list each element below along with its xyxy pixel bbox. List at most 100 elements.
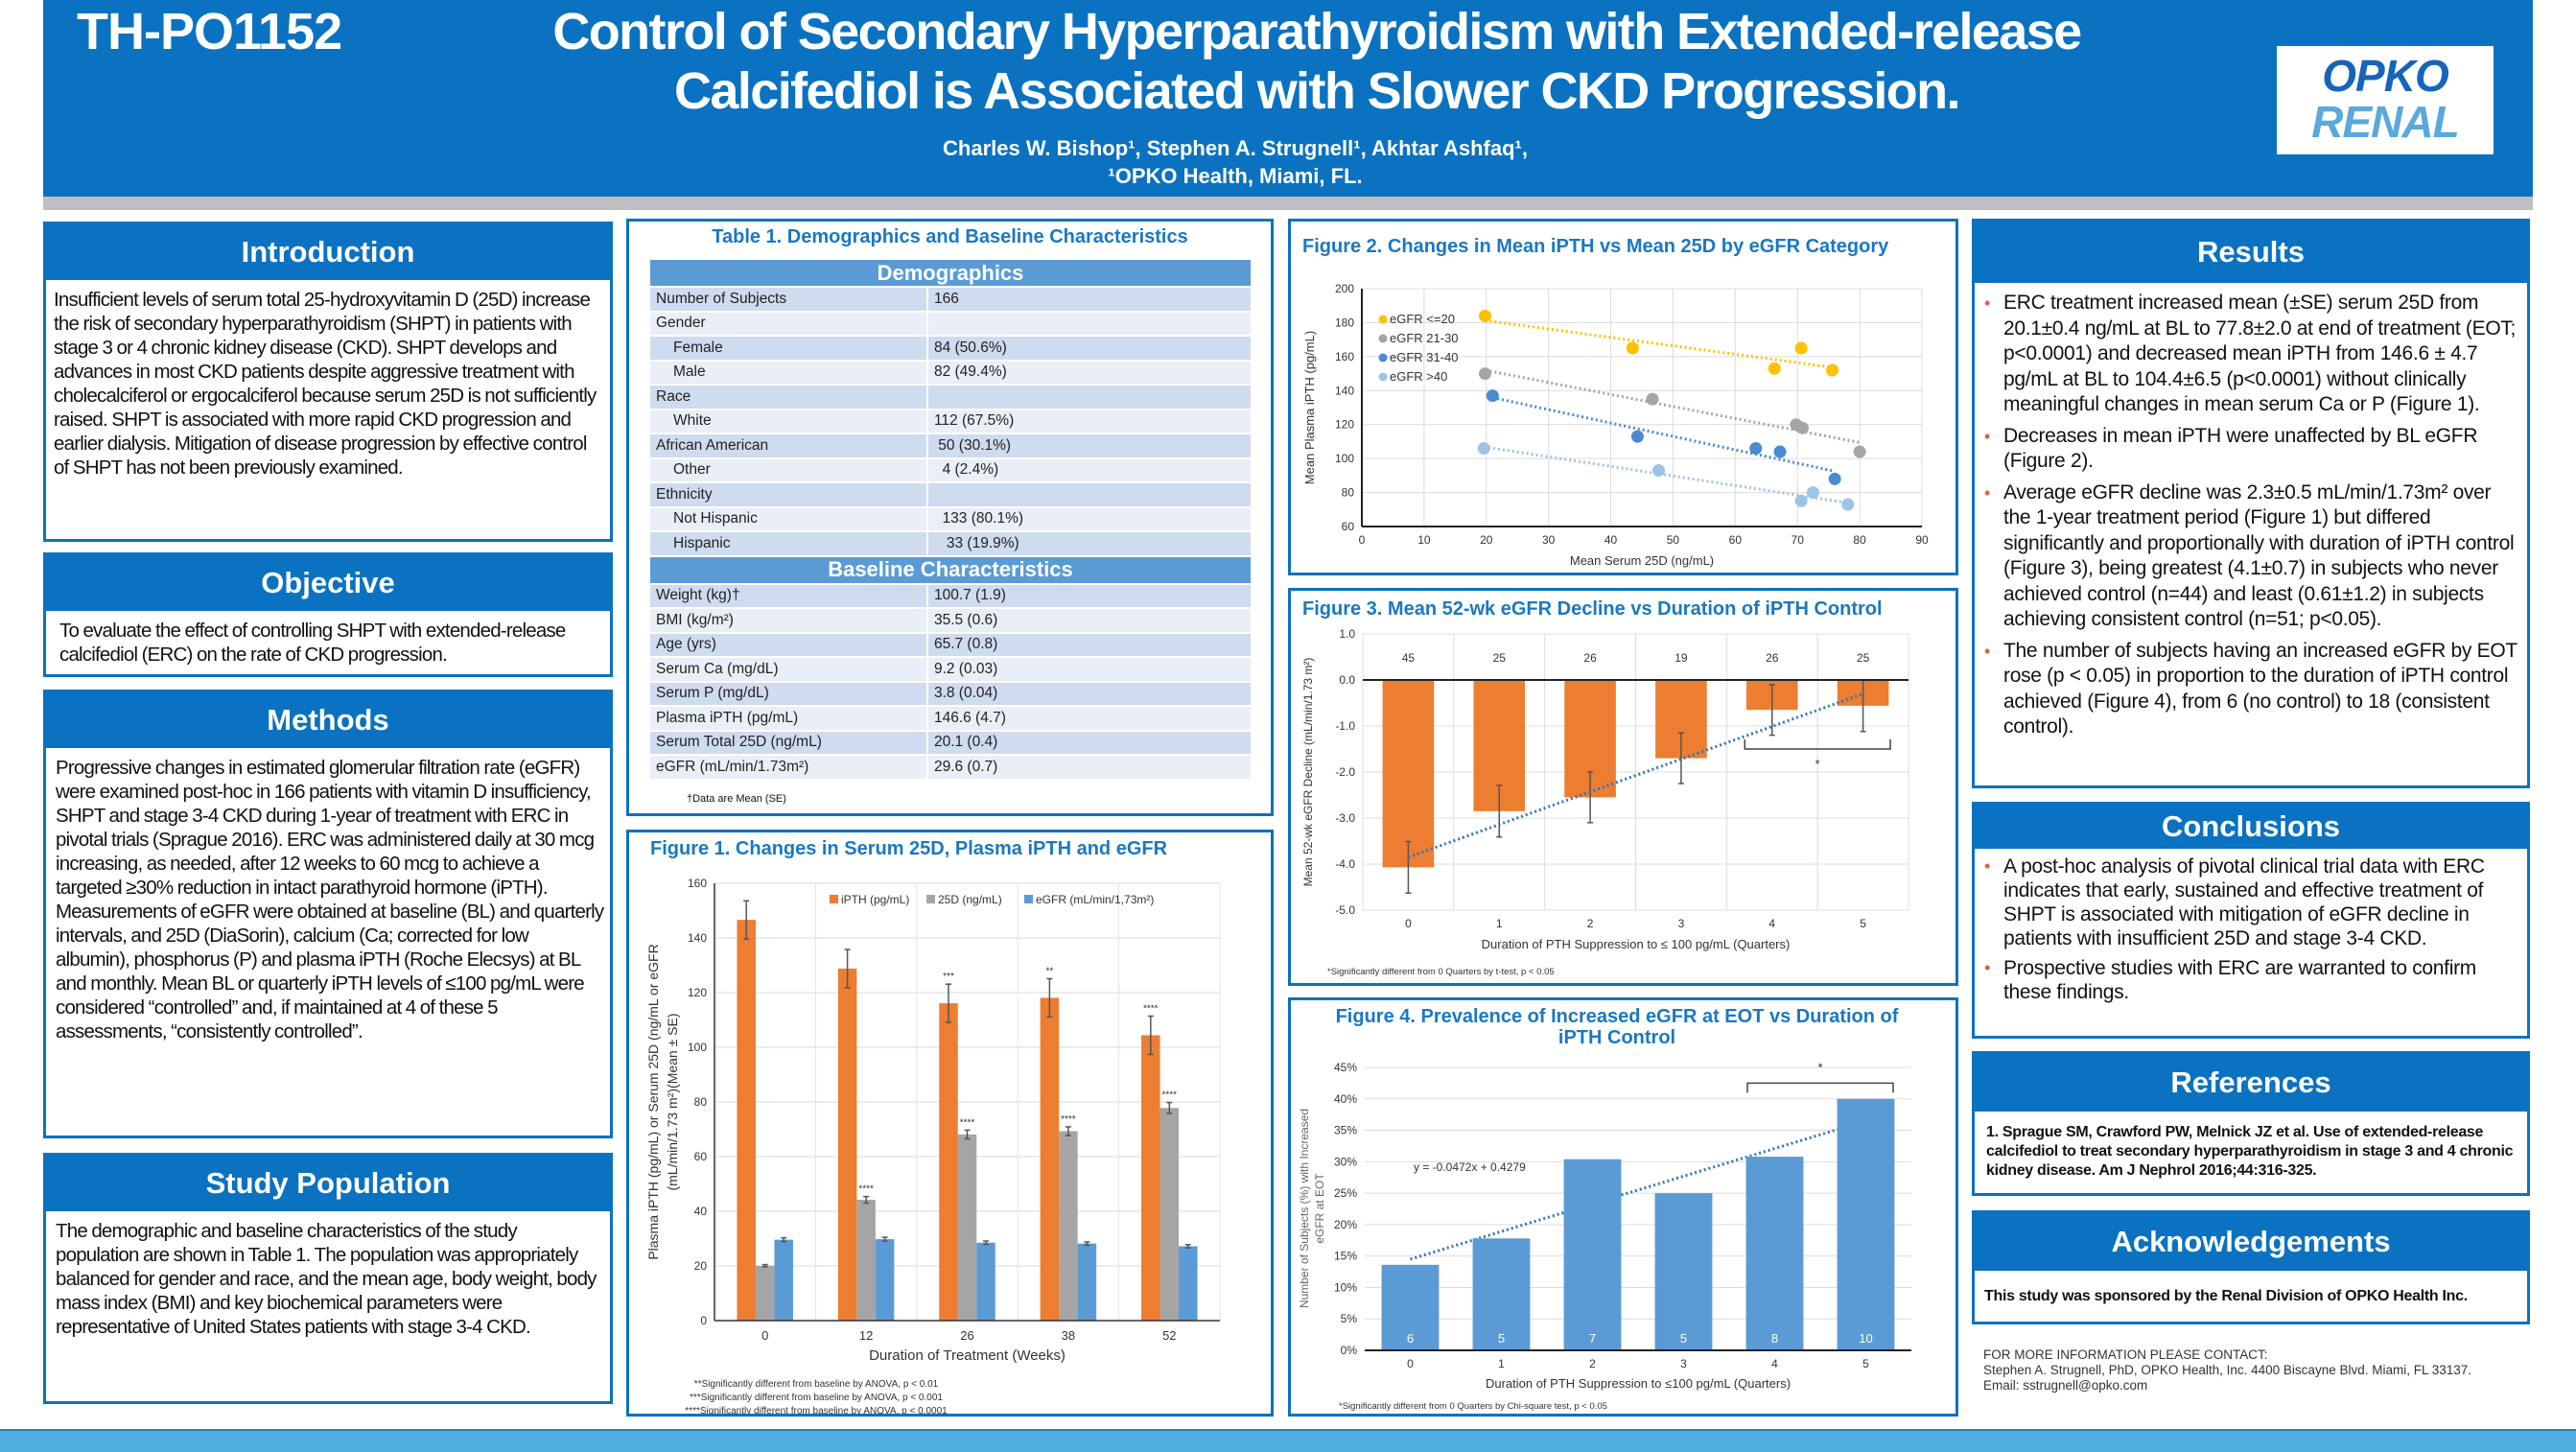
bar-eGFR bbox=[774, 1239, 793, 1321]
section-title: References bbox=[1975, 1054, 2527, 1112]
count-label: 7 bbox=[1589, 1331, 1596, 1346]
y-tick-label: 0 bbox=[700, 1314, 707, 1327]
data-point bbox=[1826, 363, 1839, 377]
conclusions-section: Conclusions A post-hoc analysis of pivot… bbox=[1972, 802, 2530, 1039]
bar bbox=[1472, 1238, 1531, 1350]
y-tick-label: -2.0 bbox=[1335, 765, 1355, 779]
x-tick-label: 5 bbox=[1860, 917, 1866, 930]
y-tick-label: 25% bbox=[1334, 1186, 1357, 1200]
bar-25D bbox=[755, 1265, 775, 1321]
opko-renal-logo: OPKO RENAL bbox=[2277, 46, 2494, 154]
bar-iPTH bbox=[737, 920, 756, 1321]
bar-iPTH bbox=[837, 968, 857, 1321]
section-title: Acknowledgements bbox=[1975, 1213, 2527, 1271]
data-point bbox=[1773, 445, 1787, 458]
footnote: ****Significantly different from baselin… bbox=[685, 1406, 948, 1414]
bar bbox=[1382, 680, 1435, 868]
row-label: African American bbox=[650, 434, 926, 457]
data-point bbox=[1626, 341, 1639, 355]
table1-panel: Table 1. Demographics and Baseline Chara… bbox=[626, 219, 1274, 816]
row-value: 20.1 (0.4) bbox=[925, 731, 1251, 754]
table-row: Age (yrs) 65.7 (0.8) bbox=[650, 633, 1251, 656]
poster-title-line2: Calcifediol is Associated with Slower CK… bbox=[674, 62, 1961, 120]
legend-swatch bbox=[1024, 895, 1033, 903]
y-axis-label: (mL/min/1.73 m²)(Mean ± SE) bbox=[665, 1013, 680, 1190]
legend-marker bbox=[1378, 353, 1388, 363]
figure3-title: Figure 3. Mean 52-wk eGFR Decline vs Dur… bbox=[1302, 598, 1883, 620]
significance-star: * bbox=[1815, 757, 1820, 771]
figure4-panel: 0% 5% 10% 15% 20% 25% 30% 35% 40% 45% 6 0 5 1 7 2 5 3 8 4 10… bbox=[1288, 997, 1958, 1417]
significance-label: **** bbox=[960, 1117, 975, 1128]
x-tick-label: 60 bbox=[1729, 533, 1743, 547]
y-tick-label: 140 bbox=[1335, 384, 1354, 397]
bar bbox=[1381, 1264, 1440, 1350]
count-label: 5 bbox=[1498, 1331, 1505, 1346]
data-point bbox=[1795, 421, 1809, 434]
x-tick-label: 20 bbox=[1480, 533, 1493, 547]
row-label: Not Hispanic bbox=[650, 507, 926, 530]
x-tick-label: 1 bbox=[1496, 917, 1503, 930]
methods-text: Progressive changes in estimated glomeru… bbox=[56, 757, 604, 1042]
x-tick-label: 3 bbox=[1680, 1357, 1687, 1370]
significance-bracket bbox=[1746, 1082, 1894, 1093]
data-point bbox=[1853, 445, 1866, 458]
significance-star: * bbox=[1817, 1060, 1822, 1074]
y-axis-label: Number of Subjects (%) with Increased bbox=[1298, 1109, 1311, 1308]
row-value: 146.6 (4.7) bbox=[925, 707, 1251, 730]
data-point bbox=[1646, 392, 1659, 406]
row-value: 4 (2.4%) bbox=[925, 458, 1251, 481]
legend-label: eGFR 31-40 bbox=[1390, 350, 1459, 364]
row-value: 9.2 (0.03) bbox=[925, 658, 1251, 681]
y-tick-label: 120 bbox=[688, 986, 707, 999]
x-tick-label: 2 bbox=[1587, 917, 1594, 930]
logo-renal: RENAL bbox=[2311, 97, 2459, 147]
y-tick-label: 0% bbox=[1341, 1344, 1358, 1357]
data-point bbox=[1652, 464, 1666, 478]
x-tick-label: 30 bbox=[1542, 533, 1556, 547]
count-label: 8 bbox=[1771, 1331, 1778, 1346]
bar-iPTH bbox=[939, 1003, 958, 1321]
x-tick-label: 90 bbox=[1915, 533, 1929, 547]
y-tick-label: 15% bbox=[1334, 1250, 1357, 1263]
table-row: Hispanic 33 (19.9%) bbox=[650, 532, 1251, 555]
section-title: Objective bbox=[46, 555, 610, 611]
y-tick-label: 1.0 bbox=[1339, 627, 1355, 641]
row-label: Hispanic bbox=[650, 532, 926, 555]
bullet-item: ERC treatment increased mean (±SE) serum… bbox=[1984, 291, 2519, 418]
authors: Charles W. Bishop¹, Stephen A. Strugnell… bbox=[943, 136, 1528, 160]
figure4-title: Figure 4. Prevalence of Increased eGFR a… bbox=[1335, 1006, 1899, 1048]
affiliation: ¹OPKO Health, Miami, FL. bbox=[1108, 164, 1363, 188]
bar bbox=[1837, 1098, 1895, 1350]
bar-25D bbox=[856, 1200, 876, 1321]
bar-25D bbox=[1159, 1108, 1180, 1321]
y-tick-label: 100 bbox=[1335, 452, 1354, 465]
figure2-title: Figure 2. Changes in Mean iPTH vs Mean 2… bbox=[1302, 236, 1889, 257]
y-axis-label: eGFR at EOT bbox=[1313, 1173, 1326, 1244]
x-tick-label: 52 bbox=[1162, 1328, 1176, 1343]
data-point bbox=[1806, 486, 1819, 500]
table-row: Weight (kg)† 100.7 (1.9) bbox=[650, 584, 1251, 607]
table-row: Serum P (mg/dL) 3.8 (0.04) bbox=[650, 682, 1251, 705]
legend-marker bbox=[1378, 334, 1388, 343]
legend-marker bbox=[1378, 372, 1388, 382]
data-point bbox=[1794, 494, 1808, 507]
row-label: Plasma iPTH (pg/mL) bbox=[650, 707, 926, 730]
data-point bbox=[1630, 430, 1644, 443]
table-row: Not Hispanic 133 (80.1%) bbox=[650, 507, 1251, 530]
table-row: Gender bbox=[650, 312, 1251, 335]
data-point bbox=[1841, 498, 1855, 511]
row-label: Serum Ca (mg/dL) bbox=[650, 658, 926, 681]
y-tick-label: 45% bbox=[1334, 1061, 1357, 1074]
y-tick-label: -3.0 bbox=[1335, 811, 1355, 825]
legend-swatch bbox=[830, 895, 838, 903]
row-label: eGFR (mL/min/1.73m²) bbox=[650, 756, 926, 779]
x-axis-label: Mean Serum 25D (ng/mL) bbox=[1570, 553, 1714, 568]
significance-label: **** bbox=[1061, 1114, 1076, 1125]
section-title: Methods bbox=[46, 692, 610, 748]
table-row: eGFR (mL/min/1.73m²) 29.6 (0.7) bbox=[650, 756, 1251, 779]
x-tick-label: 50 bbox=[1667, 533, 1680, 547]
row-label: Serum Total 25D (ng/mL) bbox=[650, 731, 926, 754]
section-title: Introduction bbox=[46, 224, 610, 280]
data-point bbox=[1478, 367, 1491, 381]
bar-eGFR bbox=[875, 1239, 895, 1321]
